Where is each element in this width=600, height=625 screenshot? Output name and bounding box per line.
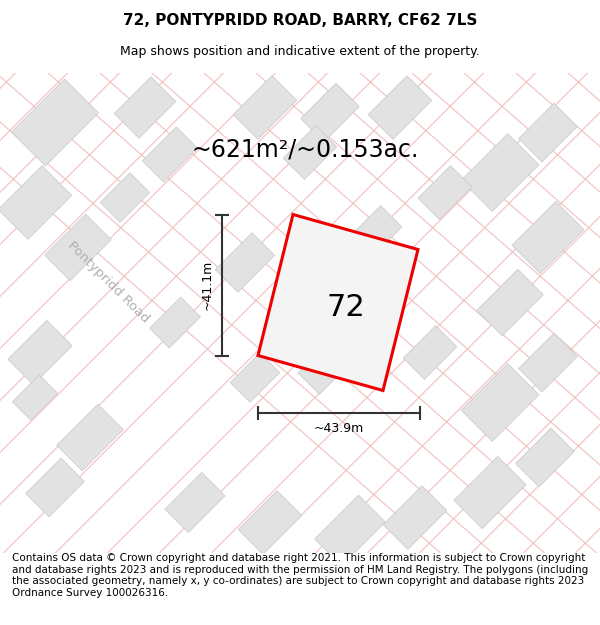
Polygon shape [57,404,123,471]
Text: Contains OS data © Crown copyright and database right 2021. This information is : Contains OS data © Crown copyright and d… [12,553,588,598]
Polygon shape [461,134,539,211]
Polygon shape [348,206,402,259]
Text: ~621m²/~0.153ac.: ~621m²/~0.153ac. [191,138,419,161]
Polygon shape [301,83,359,142]
Polygon shape [461,364,539,441]
Polygon shape [13,375,58,420]
Text: ~41.1m: ~41.1m [201,260,214,310]
Polygon shape [149,297,200,348]
Polygon shape [368,76,432,139]
Polygon shape [165,472,225,532]
Polygon shape [215,232,275,292]
Polygon shape [283,126,337,179]
Polygon shape [100,173,150,222]
Polygon shape [238,491,302,554]
Polygon shape [233,76,297,139]
Text: 72, PONTYPRIDD ROAD, BARRY, CF62 7LS: 72, PONTYPRIDD ROAD, BARRY, CF62 7LS [123,13,477,28]
Polygon shape [114,77,176,138]
Text: Pontypridd Road: Pontypridd Road [65,239,151,326]
Polygon shape [515,428,574,487]
Text: ~43.9m: ~43.9m [314,422,364,436]
Polygon shape [11,79,98,166]
Polygon shape [8,321,72,384]
Polygon shape [518,333,577,392]
Polygon shape [383,486,447,549]
Text: Map shows position and indicative extent of the property.: Map shows position and indicative extent… [120,44,480,58]
Polygon shape [26,458,85,517]
Polygon shape [477,269,543,336]
Polygon shape [230,352,280,402]
Polygon shape [0,166,72,239]
Polygon shape [418,166,472,219]
Polygon shape [518,103,577,162]
Polygon shape [258,214,418,391]
Polygon shape [314,495,385,566]
Polygon shape [142,127,197,182]
Text: 72: 72 [326,293,365,322]
Polygon shape [403,326,457,379]
Polygon shape [454,456,526,529]
Polygon shape [45,214,111,281]
Polygon shape [512,201,584,274]
Polygon shape [298,341,352,394]
